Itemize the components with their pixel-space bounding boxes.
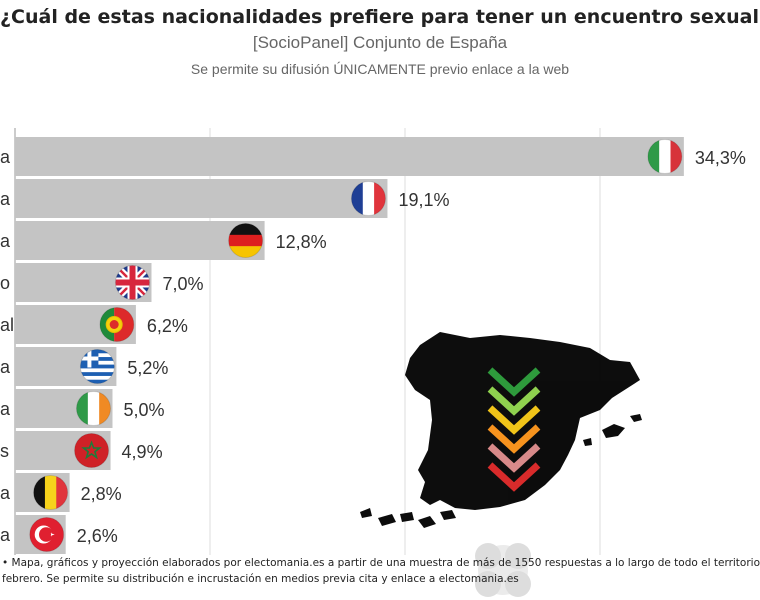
bar — [15, 179, 388, 218]
turkey-flag-icon — [29, 517, 65, 552]
chevron-arrow — [487, 424, 541, 454]
bars-group: a 34,3% a 19,1% a 12,8% o 7,0% al 6,2% a 5,2% a 5,0% s… — [0, 137, 746, 554]
footer-line-1: • Mapa, gráficos y proyección elaborados… — [2, 557, 760, 569]
france-flag-icon — [350, 181, 386, 216]
chevron-arrows-down-icon — [487, 367, 541, 492]
electomania-logo — [475, 543, 531, 597]
data-label: 19,1% — [398, 190, 449, 210]
data-label: 4,9% — [122, 442, 163, 462]
category-label: a — [0, 189, 11, 209]
bar — [15, 221, 265, 260]
data-label: 5,0% — [124, 400, 165, 420]
category-label: a — [0, 399, 11, 419]
data-label: 7,0% — [163, 274, 204, 294]
chart-subtitle: [SocioPanel] Conjunto de España — [252, 33, 508, 52]
portugal-flag-icon — [99, 307, 135, 342]
category-label: o — [0, 273, 10, 293]
chart-title: ¿Cuál de estas nacionalidades prefiere p… — [0, 6, 760, 28]
ireland-flag-icon — [76, 391, 111, 426]
chevron-arrow — [487, 405, 541, 435]
chevron-arrow — [487, 462, 541, 492]
chevron-arrow — [487, 443, 541, 473]
uk-flag-icon — [115, 265, 150, 300]
morocco-flag-icon — [74, 433, 110, 468]
belgium-flag-icon — [33, 475, 69, 510]
category-label: a — [0, 147, 11, 167]
category-label: s — [0, 441, 9, 461]
data-label: 2,6% — [77, 526, 118, 546]
data-label: 34,3% — [695, 148, 746, 168]
category-label: al — [0, 315, 14, 335]
greece-flag-icon — [79, 349, 115, 384]
category-label: a — [0, 231, 11, 251]
chevron-arrow — [487, 386, 541, 416]
germany-flag-icon — [228, 223, 264, 258]
data-label: 2,8% — [81, 484, 122, 504]
data-label: 6,2% — [147, 316, 188, 336]
category-label: a — [0, 525, 11, 545]
category-label: a — [0, 357, 11, 377]
italy-flag-icon — [647, 139, 683, 174]
category-label: a — [0, 483, 11, 503]
bar — [15, 137, 684, 176]
data-label: 5,2% — [127, 358, 168, 378]
data-label: 12,8% — [276, 232, 327, 252]
distribution-note: Se permite su difusión ÚNICAMENTE previo… — [190, 61, 570, 77]
chevron-arrow — [487, 367, 541, 397]
footer-line-2: febrero. Se permite su distribución e in… — [2, 573, 519, 585]
footer-note: • Mapa, gráficos y proyección elaborados… — [2, 555, 760, 587]
